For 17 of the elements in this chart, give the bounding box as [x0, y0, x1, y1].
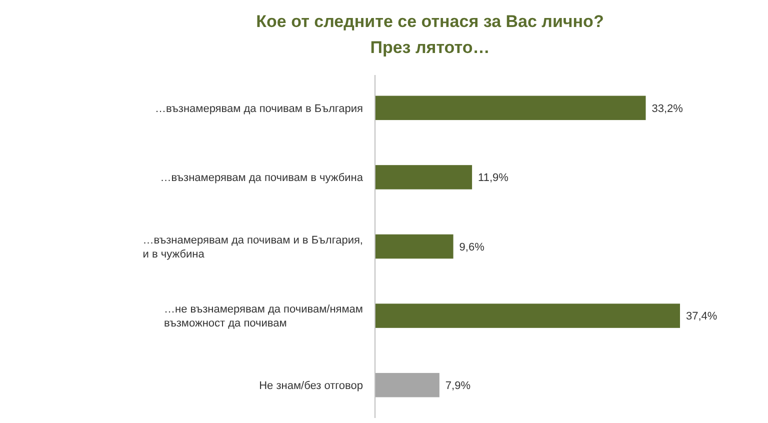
- bar: [375, 372, 440, 398]
- data-label: 11,9%: [478, 172, 509, 184]
- data-label: 7,9%: [445, 380, 471, 392]
- data-label: 37,4%: [686, 310, 718, 323]
- y-tick-label: …не възнамерявам да почивам/нямам възможност да почивам: [164, 304, 364, 330]
- bar: [375, 96, 646, 120]
- data-label: 33,2%: [652, 102, 684, 115]
- y-tick-label: …възнамерявам да почивам и в България, и в чужбина: [142, 234, 364, 260]
- y-tick-label: …възнамерявам да почивам в България: [155, 102, 364, 115]
- bar: [375, 234, 454, 259]
- y-tick-label: Не знам/без отговор: [259, 380, 364, 392]
- data-label: 9,6%: [459, 241, 485, 254]
- chart-subtitle: През лятото…: [370, 38, 490, 57]
- y-tick-label: …възнамерявам да почивам в чужбина: [160, 172, 364, 184]
- bar: [375, 304, 680, 328]
- chart-title: Кое от следните се отнася за Вас лично?: [256, 12, 604, 31]
- bar: [375, 165, 472, 190]
